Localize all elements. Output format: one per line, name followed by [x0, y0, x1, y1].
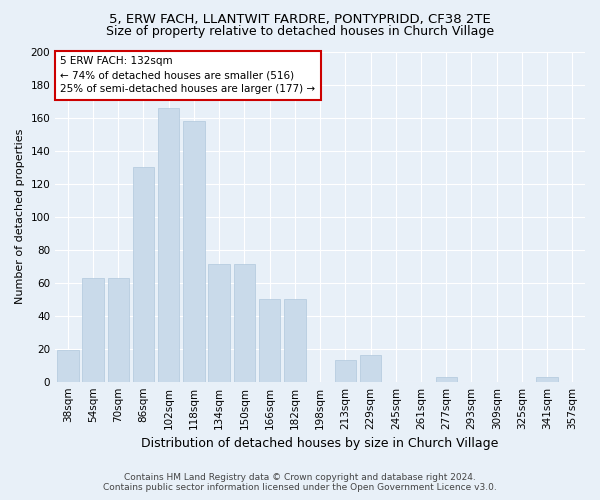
Bar	[82, 278, 104, 382]
Text: Contains HM Land Registry data © Crown copyright and database right 2024.
Contai: Contains HM Land Registry data © Crown c…	[103, 473, 497, 492]
Bar	[436, 376, 457, 382]
Bar	[183, 121, 205, 382]
Bar	[335, 360, 356, 382]
Bar	[208, 264, 230, 382]
Y-axis label: Number of detached properties: Number of detached properties	[15, 129, 25, 304]
X-axis label: Distribution of detached houses by size in Church Village: Distribution of detached houses by size …	[142, 437, 499, 450]
Bar	[259, 299, 280, 382]
Bar	[360, 356, 381, 382]
Bar	[158, 108, 179, 382]
Bar	[536, 376, 558, 382]
Text: 5, ERW FACH, LLANTWIT FARDRE, PONTYPRIDD, CF38 2TE: 5, ERW FACH, LLANTWIT FARDRE, PONTYPRIDD…	[109, 12, 491, 26]
Bar	[57, 350, 79, 382]
Bar	[233, 264, 255, 382]
Text: 5 ERW FACH: 132sqm
← 74% of detached houses are smaller (516)
25% of semi-detach: 5 ERW FACH: 132sqm ← 74% of detached hou…	[60, 56, 316, 94]
Bar	[133, 167, 154, 382]
Bar	[107, 278, 129, 382]
Bar	[284, 299, 305, 382]
Text: Size of property relative to detached houses in Church Village: Size of property relative to detached ho…	[106, 25, 494, 38]
